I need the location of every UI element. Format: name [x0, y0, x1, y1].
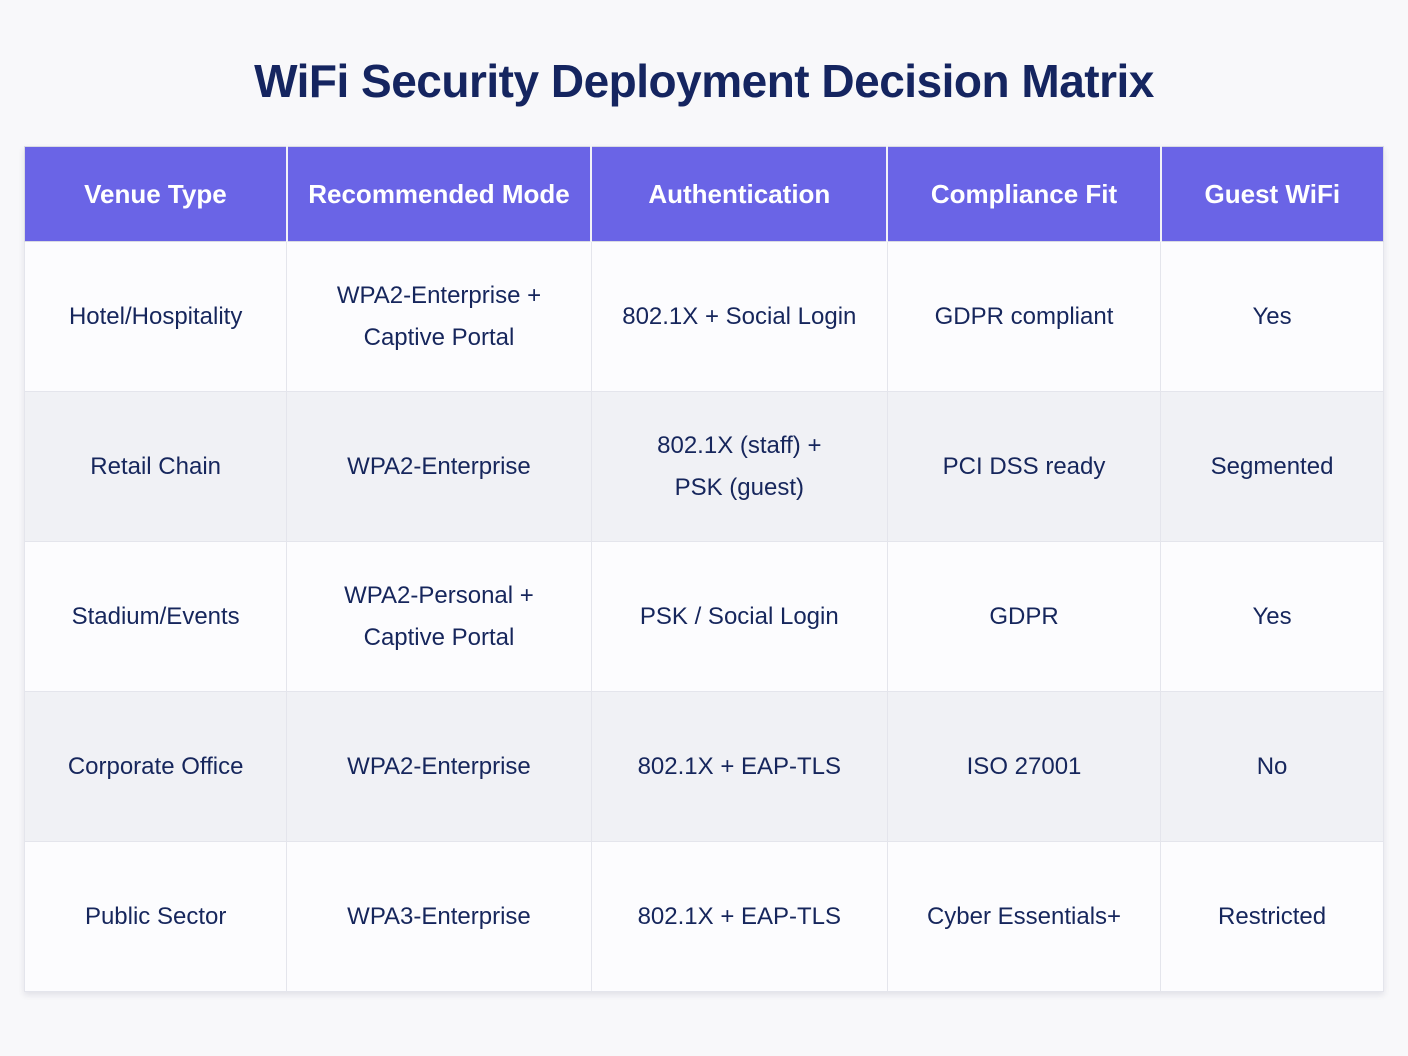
table-row-corporate-office: Corporate Office WPA2-Enterprise 802.1X …	[23, 691, 1384, 842]
cell-guest-wifi: Restricted	[1160, 841, 1384, 992]
cell-venue-type: Public Sector	[23, 841, 288, 992]
cell-venue-type: Stadium/Events	[23, 541, 288, 692]
column-header-compliance-fit: Compliance Fit	[887, 146, 1162, 242]
cell-recommended-mode: WPA2-Enterprise	[286, 691, 592, 842]
column-header-recommended-mode: Recommended Mode	[286, 146, 593, 242]
decision-matrix-table: Venue Type Recommended Mode Authenticati…	[23, 146, 1384, 992]
header-row: Venue Type Recommended Mode Authenticati…	[24, 146, 1384, 242]
cell-compliance-fit: PCI DSS ready	[886, 391, 1162, 542]
cell-recommended-mode: WPA2-Personal + Captive Portal	[286, 541, 592, 692]
cell-compliance-fit: GDPR	[886, 541, 1162, 692]
cell-authentication: 802.1X (staff) + PSK (guest)	[590, 391, 888, 542]
table-row-stadium-events: Stadium/Events WPA2-Personal + Captive P…	[23, 541, 1384, 692]
cell-guest-wifi: Yes	[1160, 241, 1384, 392]
cell-venue-type: Hotel/Hospitality	[23, 241, 288, 392]
column-header-authentication: Authentication	[591, 146, 889, 242]
cell-guest-wifi: Yes	[1160, 541, 1384, 692]
table-row-hotel-hospitality: Hotel/Hospitality WPA2-Enterprise + Capt…	[23, 241, 1384, 392]
cell-compliance-fit: ISO 27001	[886, 691, 1162, 842]
table-row-public-sector: Public Sector WPA3-Enterprise 802.1X + E…	[23, 841, 1384, 992]
page-title: WiFi Security Deployment Decision Matrix	[254, 55, 1154, 107]
cell-recommended-mode: WPA2-Enterprise	[286, 391, 592, 542]
cell-authentication: 802.1X + EAP-TLS	[590, 841, 888, 992]
page: WiFi Security Deployment Decision Matrix…	[23, 55, 1384, 992]
cell-venue-type: Corporate Office	[23, 691, 288, 842]
cell-recommended-mode: WPA2-Enterprise + Captive Portal	[286, 241, 592, 392]
cell-authentication: PSK / Social Login	[590, 541, 888, 692]
cell-authentication: 802.1X + Social Login	[590, 241, 888, 392]
column-header-guest-wifi: Guest WiFi	[1160, 146, 1384, 242]
column-header-venue-type: Venue Type	[24, 146, 288, 242]
table-row-retail-chain: Retail Chain WPA2-Enterprise 802.1X (sta…	[23, 391, 1384, 542]
cell-guest-wifi: Segmented	[1160, 391, 1384, 542]
cell-venue-type: Retail Chain	[23, 391, 288, 542]
cell-authentication: 802.1X + EAP-TLS	[590, 691, 888, 842]
cell-compliance-fit: Cyber Essentials+	[886, 841, 1162, 992]
cell-recommended-mode: WPA3-Enterprise	[286, 841, 592, 992]
cell-guest-wifi: No	[1160, 691, 1384, 842]
cell-compliance-fit: GDPR compliant	[886, 241, 1162, 392]
